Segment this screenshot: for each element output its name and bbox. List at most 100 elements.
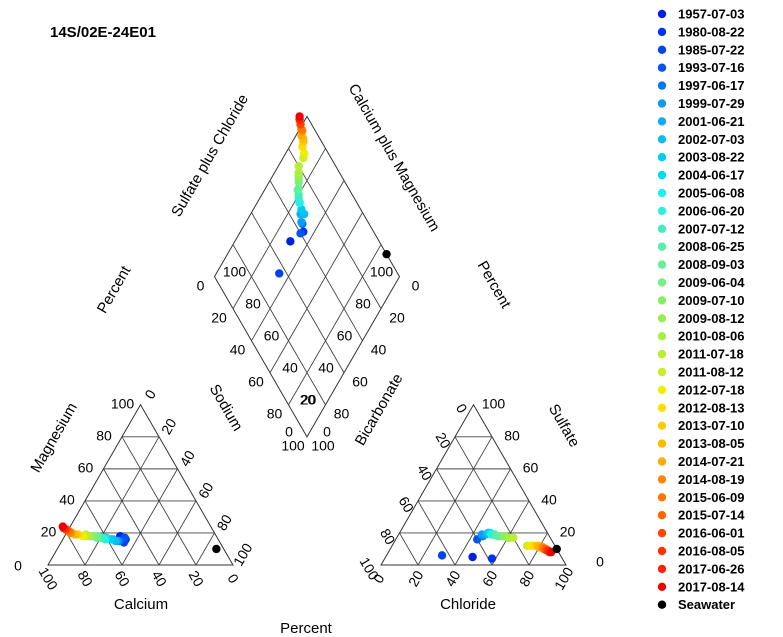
data-points [58,112,561,563]
axis-label-sulfate-plus-chloride: Sulfate plus Chloride [168,92,252,220]
legend-marker [657,314,667,323]
legend-marker [657,546,667,556]
tick-label-sodium: 20 [158,415,180,437]
legend-label: 2008-06-25 [678,239,745,254]
legend-marker [657,493,667,502]
legend-label: 2017-08-14 [678,579,745,594]
tick-label-bicarbonate: 20 [433,430,455,452]
diamond-point [300,149,309,158]
tick-label-sulfate-plus-chloride: 0 [285,424,293,440]
legend-marker [657,582,667,591]
legend-marker [657,242,667,251]
legend-marker [657,439,667,448]
diamond-point [297,217,306,227]
diamond-gridline [232,148,326,309]
tick-label-bicarbonate: 80 [377,526,399,548]
tick-label-calcium: 80 [75,568,97,590]
diamond-point [382,249,391,259]
tick-label-calcium-plus-magnesium: 80 [245,295,261,311]
legend-marker [657,81,667,90]
cation-triangle-gridline [158,500,197,566]
legend-marker [657,564,667,574]
diamond-point [294,161,303,171]
diamond-point [297,205,306,214]
axis-label-sodium: Sodium [206,381,246,434]
tick-label-sulfate-plus-chloride: 80 [355,295,371,311]
cation-triangle-outline [47,403,234,566]
axis-label-magnesium: Magnesium [27,400,80,476]
legend-marker [657,224,667,233]
legend-label: 2013-08-05 [678,436,745,451]
tick-label-sulfate-plus-chloride: 20 [300,391,316,407]
tick-label-sulfate-plus-chloride: 100 [370,263,394,279]
cation-point [58,522,67,531]
legend-label: 2010-08-06 [678,329,745,344]
tick-label-sulfate: 0 [596,554,604,570]
legend-marker [657,278,667,287]
tick-label-sodium: 80 [213,512,235,534]
cation-point [212,544,221,554]
tick-label-lower-right: 20 [389,309,405,325]
legend: 1957-07-03 1980-08-22 1985-07-22 1993-07-16… [657,7,745,612]
legend-marker [657,403,667,412]
diamond-gridline [269,180,363,341]
legend-label: 2004-06-17 [678,168,745,183]
tick-label-chloride: 60 [479,568,501,590]
diamond-point [286,237,295,246]
legend-marker [657,9,667,19]
percent-label-right: Percent [474,258,515,312]
percent-label-left: Percent [94,262,135,316]
diamond-point [295,112,304,121]
diamond-gridline [288,244,382,406]
legend-marker [657,600,667,609]
tick-label-calcium: 0 [224,571,242,586]
tick-label-lower-left: 60 [248,373,264,389]
diagram-grid [47,115,567,566]
legend-marker [657,296,667,305]
tick-label-calcium-plus-magnesium: 100 [223,263,247,279]
tick-label-calcium-plus-magnesium: 20 [301,391,317,407]
anion-triangle-gridline [454,468,511,566]
legend-label: 2014-07-21 [678,454,745,469]
legend-label: 2015-07-14 [678,508,745,523]
legend-marker [657,117,667,126]
axis-label-sulfate: Sulfate [545,401,583,450]
axis-label-calcium: Calcium [114,596,168,613]
anion-point [437,551,447,560]
anion-triangle-gridline [436,468,493,566]
legend-marker [657,528,667,538]
legend-label: 2016-08-05 [678,544,745,559]
legend-marker [657,511,667,520]
cation-triangle-gridline [103,468,160,566]
legend-label: 2011-08-12 [678,365,744,380]
tick-label-lower-left: 20 [211,309,227,325]
tick-label-chloride: 20 [405,568,427,590]
tick-label-calcium: 20 [186,568,208,590]
legend-label: 2013-07-10 [678,418,745,433]
diamond-gridline [288,148,382,309]
anion-point [487,554,497,563]
tick-label-sulfate: 80 [504,428,520,444]
legend-marker [657,349,667,359]
cation-triangle-gridline [195,532,215,566]
tick-label-calcium: 100 [36,564,62,592]
tick-label-sulfate-plus-chloride: 60 [337,327,353,343]
legend-marker [657,457,667,466]
tick-label-sodium: 100 [230,540,256,568]
tick-label-lower-left: 0 [197,277,205,293]
diamond-gridline [251,212,345,373]
legend-marker [657,188,667,198]
legend-marker [657,135,667,144]
tick-label-bicarbonate: 40 [414,462,436,484]
tick-label-magnesium: 60 [78,460,94,476]
tick-label-lower-right: 100 [311,438,335,454]
tick-label-sulfate: 100 [482,395,506,411]
legend-label: Seawater [678,597,735,612]
tick-label-chloride: 40 [442,568,464,590]
diamond-point [294,168,303,177]
legend-label: 2003-08-22 [678,150,745,165]
legend-label: 2011-07-18 [678,347,744,362]
legend-marker [657,421,667,430]
tick-label-magnesium: 100 [111,395,135,411]
